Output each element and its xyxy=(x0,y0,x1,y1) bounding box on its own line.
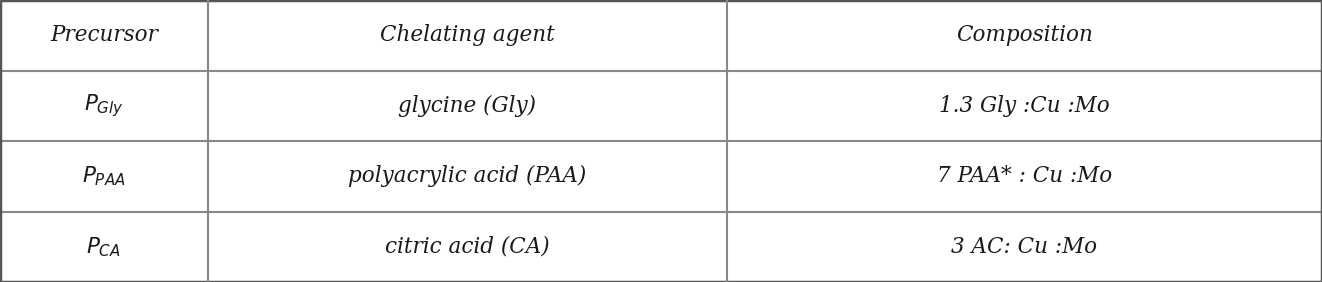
Text: polyacrylic acid (PAA): polyacrylic acid (PAA) xyxy=(348,165,587,187)
Text: $P_{PAA}$: $P_{PAA}$ xyxy=(82,164,126,188)
Text: Composition: Composition xyxy=(956,24,1093,46)
Text: $P_{CA}$: $P_{CA}$ xyxy=(86,235,122,259)
Text: Precursor: Precursor xyxy=(50,24,157,46)
Text: glycine (Gly): glycine (Gly) xyxy=(398,95,537,117)
Text: 3 AC: Cu :Mo: 3 AC: Cu :Mo xyxy=(952,236,1097,258)
Text: citric acid (CA): citric acid (CA) xyxy=(385,236,550,258)
Text: 7 PAA* : Cu :Mo: 7 PAA* : Cu :Mo xyxy=(937,165,1112,187)
Text: Chelating agent: Chelating agent xyxy=(379,24,555,46)
Text: $P_{Gly}$: $P_{Gly}$ xyxy=(83,92,124,119)
Text: 1.3 Gly :Cu :Mo: 1.3 Gly :Cu :Mo xyxy=(939,95,1110,117)
